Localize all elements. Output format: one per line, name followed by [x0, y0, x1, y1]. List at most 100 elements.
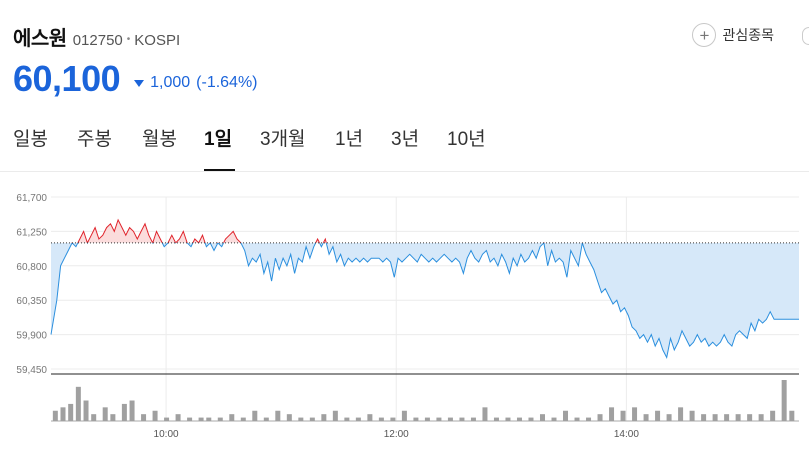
add-watchlist-button[interactable]: + 관심종목 [692, 23, 774, 47]
volume-bar [332, 410, 338, 421]
x-tick-label: 14:00 [614, 429, 639, 440]
volume-bar [110, 414, 116, 421]
stock-header: 에스원 012750 • KOSPI [13, 22, 180, 51]
price-line-up [71, 218, 583, 243]
volume-bar [240, 417, 246, 421]
volume-bar [187, 417, 193, 421]
x-axis-labels: 10:00 12:00 14:00 [154, 429, 640, 440]
y-tick-label: 61,700 [16, 193, 47, 204]
intraday-chart[interactable]: 61,700 61,250 60,800 60,350 59,900 59,450 10:… [0, 180, 809, 442]
volume-bar [436, 417, 442, 421]
volume-bar [309, 417, 315, 421]
tab-daily[interactable]: 일봉 [13, 129, 48, 150]
volume-bar [321, 414, 327, 421]
volume-bar [252, 410, 258, 421]
x-tick-label: 10:00 [154, 429, 179, 440]
price-line-down [50, 242, 799, 360]
plus-icon: + [692, 23, 717, 47]
volume-bar [175, 414, 181, 421]
volume-bar [505, 417, 511, 421]
volume-bar [378, 417, 384, 421]
y-tick-label: 59,900 [16, 331, 47, 342]
volume-bar [68, 403, 74, 421]
current-price: 60,100 [13, 58, 121, 99]
volume-bar [275, 410, 281, 421]
below-reference-area [51, 242, 799, 358]
volume-bar [217, 417, 223, 421]
volume-bar [198, 417, 204, 421]
volume-bar [528, 417, 534, 421]
volume-bar [632, 407, 638, 421]
volume-bar [286, 414, 292, 421]
tab-3month[interactable]: 3개월 [260, 129, 306, 150]
volume-bar [447, 417, 453, 421]
volume-bar [655, 410, 661, 421]
tab-weekly[interactable]: 주봉 [77, 129, 112, 150]
volume-bar [701, 414, 707, 421]
volume-bar [789, 410, 795, 421]
volume-bar [83, 400, 89, 421]
watchlist-label: 관심종목 [722, 27, 774, 43]
volume-bar [459, 417, 465, 421]
volume-bar [609, 407, 615, 421]
volume-bar [121, 403, 127, 421]
volume-bar [152, 410, 158, 421]
down-triangle-icon [134, 79, 145, 87]
volume-bar [747, 414, 753, 421]
y-tick-label: 61,250 [16, 227, 47, 238]
volume-bar [643, 414, 649, 421]
volume-bar [424, 417, 430, 421]
volume-bar [724, 414, 730, 421]
volume-bar [574, 417, 580, 421]
change-percent: (-1.64%) [196, 74, 258, 91]
change-amount: 1,000 [150, 74, 191, 91]
y-axis-labels: 61,700 61,250 60,800 60,350 59,900 59,450 [16, 193, 47, 376]
volume-bar [666, 414, 672, 421]
volume-bar [597, 414, 603, 421]
volume-bar [206, 417, 212, 421]
volume-bar [229, 414, 235, 421]
volume-bar [493, 417, 499, 421]
volume-bar [586, 417, 592, 421]
volume-bar [539, 414, 545, 421]
volume-bar [390, 417, 396, 421]
y-tick-label: 60,800 [16, 262, 47, 273]
volume-bar [770, 410, 776, 421]
volume-bar [141, 414, 147, 421]
volume-bar [355, 417, 361, 421]
volume-bar [620, 410, 626, 421]
volume-bar [551, 417, 557, 421]
volume-bar [367, 414, 373, 421]
chart-areas [51, 219, 799, 358]
volume-bar [129, 400, 135, 421]
above-reference-area [51, 219, 799, 243]
volume-bar [758, 414, 764, 421]
tab-monthly[interactable]: 월봉 [142, 129, 177, 150]
side-panel-handle[interactable] [802, 27, 809, 45]
volume-bar [678, 407, 684, 421]
period-tabs: 일봉 주봉 월봉 1일 3개월 1년 3년 10년 [0, 124, 809, 172]
volume-bar [735, 414, 741, 421]
volume-bar [482, 407, 488, 421]
tab-1day[interactable]: 1일 [204, 129, 233, 150]
volume-bars [52, 380, 795, 421]
x-tick-label: 12:00 [384, 429, 409, 440]
volume-bar [52, 410, 58, 421]
volume-bar [164, 417, 170, 421]
volume-bar [563, 410, 569, 421]
stock-name: 에스원 [13, 28, 67, 50]
volume-bar [60, 407, 66, 421]
volume-bar [516, 417, 522, 421]
volume-bar [91, 414, 97, 421]
chart-lines [50, 218, 799, 360]
volume-bar [102, 407, 108, 421]
volume-bar [712, 414, 718, 421]
volume-bar [413, 417, 419, 421]
volume-bar [689, 410, 695, 421]
divider [0, 171, 809, 172]
tab-3year[interactable]: 3년 [391, 129, 420, 150]
tab-10year[interactable]: 10년 [447, 129, 486, 150]
volume-bar [781, 380, 787, 421]
active-tab-indicator [204, 169, 235, 171]
tab-1year[interactable]: 1년 [335, 129, 364, 150]
